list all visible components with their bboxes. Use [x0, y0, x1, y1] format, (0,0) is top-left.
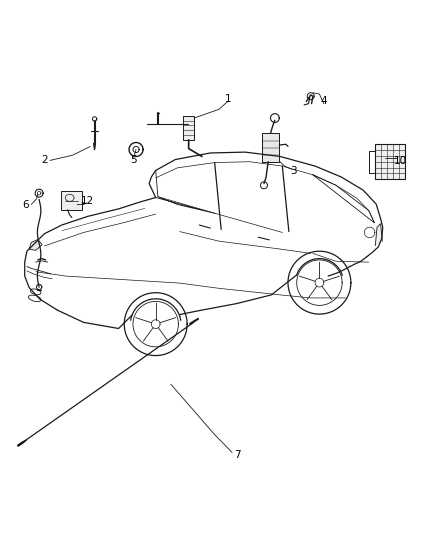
Text: 4: 4 [321, 96, 327, 107]
Polygon shape [29, 239, 42, 251]
Text: 5: 5 [131, 155, 137, 165]
Text: 3: 3 [290, 166, 297, 176]
Text: 7: 7 [234, 450, 240, 460]
Bar [262, 133, 279, 161]
Polygon shape [375, 224, 382, 246]
Text: 2: 2 [41, 156, 48, 165]
Text: 12: 12 [81, 196, 94, 206]
Bar [61, 191, 82, 210]
Bar [375, 144, 405, 179]
Text: 10: 10 [394, 156, 407, 166]
Text: 6: 6 [23, 199, 29, 209]
Text: 1: 1 [224, 94, 231, 104]
Bar [183, 116, 194, 140]
